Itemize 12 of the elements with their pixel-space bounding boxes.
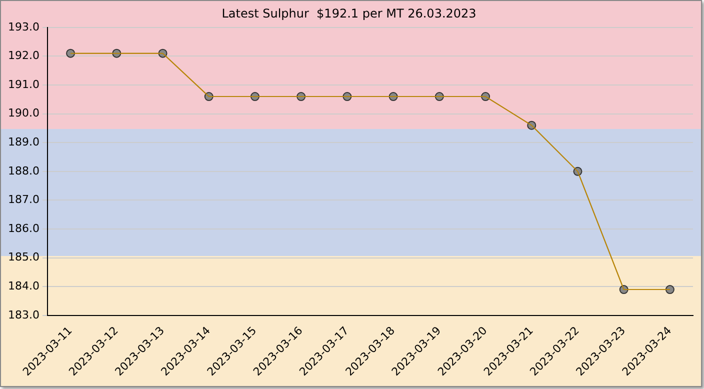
chart-title: Latest Sulphur $192.1 per MT 26.03.2023 xyxy=(222,6,476,20)
y-tick-label: 188.0 xyxy=(8,164,40,178)
y-tick-label: 184.0 xyxy=(8,280,40,293)
y-tick-label: 192.0 xyxy=(8,49,40,62)
y-tick-label: 191.0 xyxy=(8,78,40,91)
y-tick-label: 189.0 xyxy=(8,135,40,148)
y-tick-label: 187.0 xyxy=(8,193,40,206)
y-tick-label: 183.0 xyxy=(8,308,40,322)
y-tick-label: 185.0 xyxy=(8,250,40,264)
y-tick-label: 193.0 xyxy=(8,20,40,34)
y-tick-label: 186.0 xyxy=(8,222,40,235)
y-tick-label: 190.0 xyxy=(8,106,40,120)
